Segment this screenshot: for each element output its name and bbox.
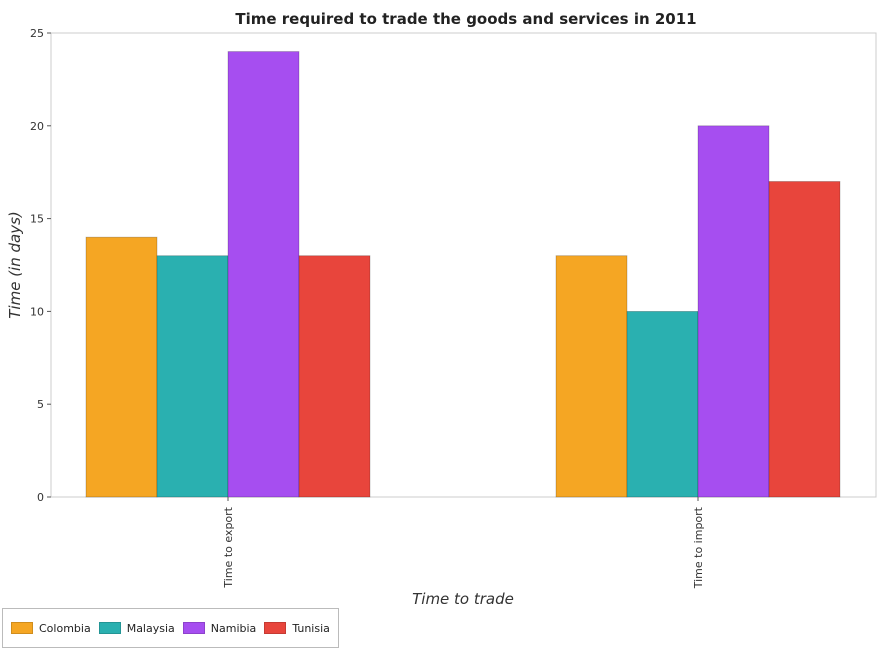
legend-swatch (98, 622, 121, 634)
legend-label: Colombia (39, 621, 91, 635)
y-axis-label: Time (in days) (6, 211, 24, 319)
legend-item-namibia: Namibia (182, 621, 257, 635)
y-tick-label: 10 (30, 305, 44, 318)
legend-label: Tunisia (292, 621, 330, 635)
legend-swatch (11, 622, 33, 634)
chart-legend: Colombia Malaysia Namibia Tunisia (2, 608, 339, 648)
y-tick-label: 15 (30, 213, 44, 226)
legend-label: Namibia (210, 621, 257, 635)
y-tick-label: 5 (37, 398, 44, 411)
legend-item-malaysia: Malaysia (98, 621, 175, 635)
legend-swatch (264, 622, 287, 634)
legend-swatch (182, 622, 205, 634)
x-axis-label: Time to trade (412, 590, 514, 608)
x-tick-label: Time to export (222, 506, 235, 588)
chart-title: Time required to trade the goods and ser… (235, 10, 696, 28)
bars-group (85, 51, 841, 498)
x-axis-ticks: Time to export Time to import (222, 497, 705, 589)
legend-item-tunisia: Tunisia (264, 622, 330, 635)
x-tick-label: Time to import (692, 506, 705, 589)
bar-tunisia-export (298, 255, 371, 498)
y-tick-label: 25 (30, 27, 44, 40)
bar-malaysia-export (156, 255, 229, 498)
y-tick-label: 20 (30, 120, 44, 133)
bar-colombia-import (555, 255, 628, 498)
legend-label: Malaysia (126, 621, 175, 635)
bar-namibia-import (697, 125, 770, 498)
y-axis-ticks: 0 5 10 15 20 25 (30, 27, 51, 504)
bar-colombia-export (85, 236, 158, 498)
legend-item-colombia: Colombia (11, 622, 91, 635)
bar-namibia-export (227, 51, 300, 498)
bar-tunisia-import (768, 181, 841, 498)
bar-malaysia-import (626, 310, 699, 498)
y-tick-label: 0 (37, 491, 44, 504)
